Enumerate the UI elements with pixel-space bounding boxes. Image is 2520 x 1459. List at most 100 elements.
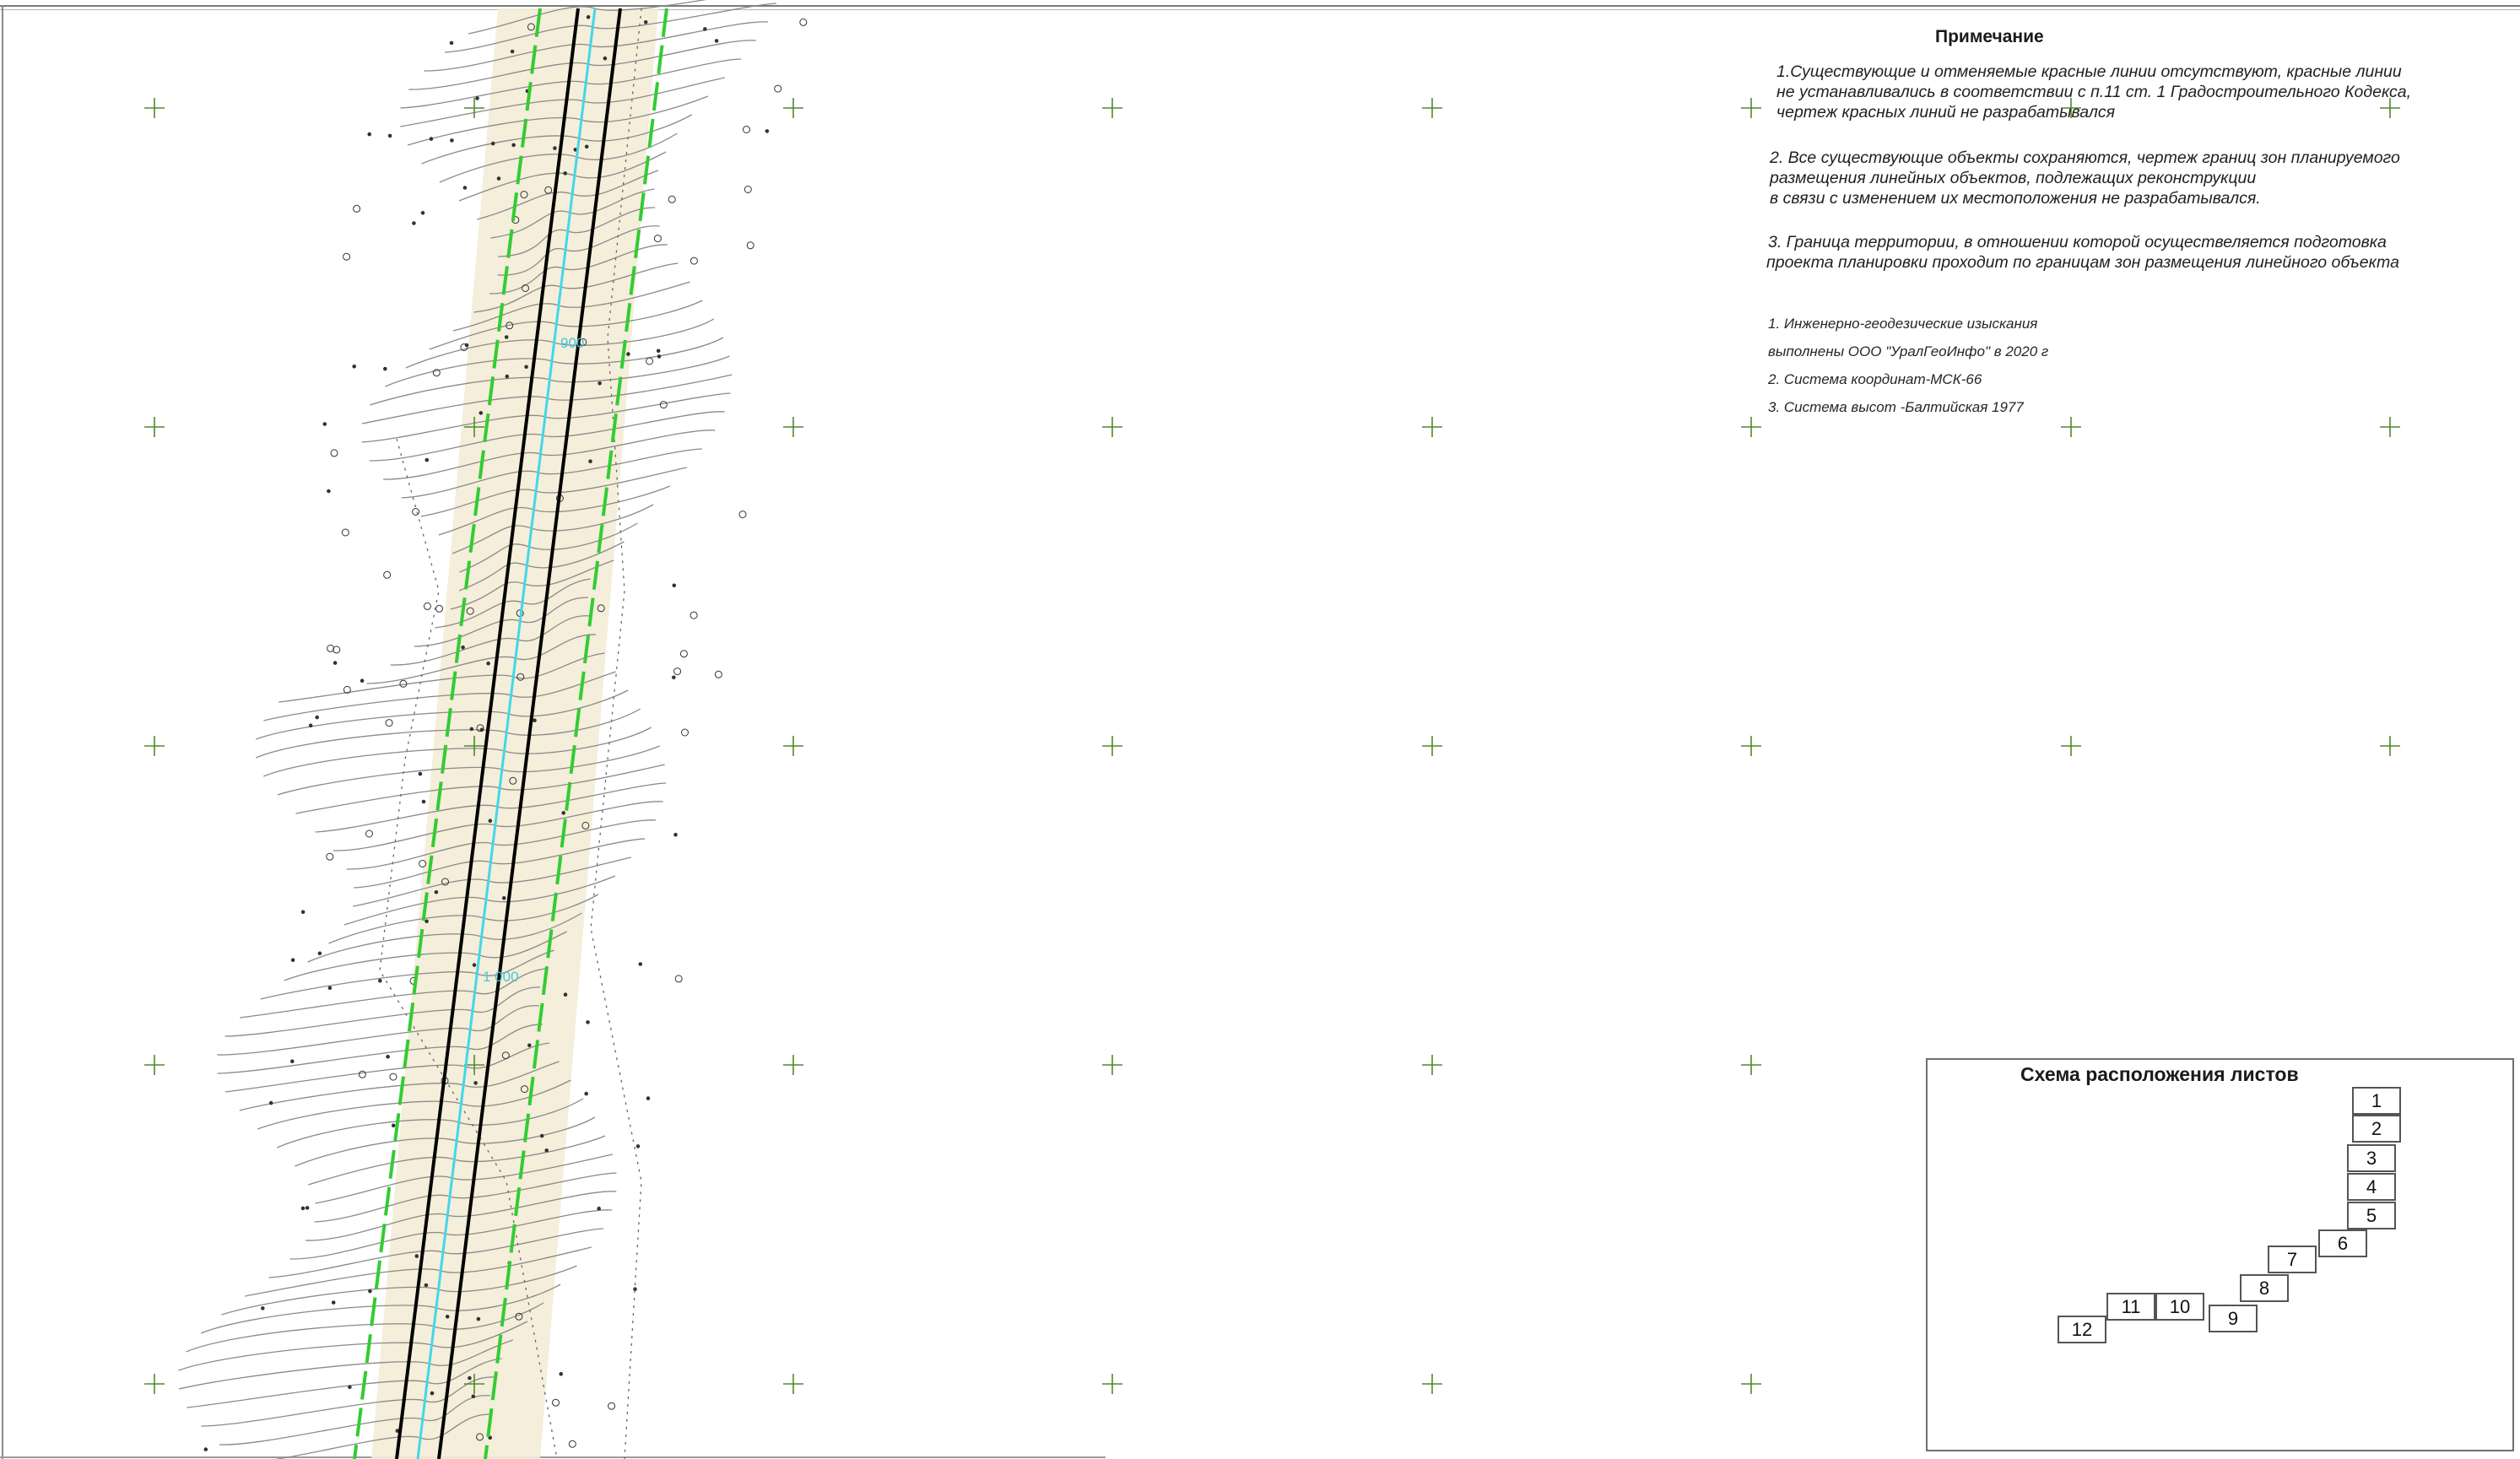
survey-point-104 <box>360 678 365 684</box>
survey-point-140 <box>552 1398 560 1407</box>
survey-point-131 <box>469 727 474 732</box>
contour-line-72 <box>178 1321 528 1371</box>
survey-point-125 <box>435 604 443 613</box>
survey-point-1 <box>524 365 528 370</box>
survey-point-5 <box>626 352 630 356</box>
survey-point-142 <box>515 1312 523 1321</box>
survey-point-95 <box>473 1081 478 1085</box>
survey-point-101 <box>352 365 357 369</box>
survey-point-24 <box>659 401 668 409</box>
survey-point-89 <box>746 241 754 250</box>
survey-point-146 <box>553 146 557 150</box>
survey-point-137 <box>479 727 484 732</box>
contour-line-0 <box>468 0 707 35</box>
contour-line-40 <box>263 727 652 777</box>
grid-cross-29 <box>1741 1055 1761 1075</box>
survey-point-128 <box>399 679 408 688</box>
survey-point-132 <box>539 1133 544 1138</box>
survey-point-96 <box>434 890 439 894</box>
survey-point-105 <box>425 457 430 462</box>
survey-point-40 <box>308 723 313 728</box>
grid-cross-5 <box>1741 98 1761 118</box>
survey-point-71 <box>476 1316 481 1321</box>
survey-point-56 <box>714 670 722 678</box>
survey-point-53 <box>445 1315 450 1319</box>
contour-line-69 <box>221 1265 577 1316</box>
survey-point-159 <box>581 821 590 829</box>
survey-point-7 <box>774 84 782 93</box>
survey-point-82 <box>412 508 420 516</box>
contour-line-50 <box>307 912 582 963</box>
grid-cross-22 <box>2061 736 2081 756</box>
survey-point-34 <box>331 1300 336 1305</box>
survey-point-43 <box>420 211 425 215</box>
survey-point-113 <box>568 1440 576 1448</box>
survey-point-80 <box>668 195 676 203</box>
station-label-1000: 1 000 <box>483 969 519 985</box>
survey-point-50 <box>387 133 392 138</box>
grid-cross-3 <box>1102 98 1122 118</box>
survey-point-98 <box>646 1096 651 1100</box>
survey-point-124 <box>496 176 501 181</box>
survey-point-84 <box>633 1287 637 1291</box>
survey-point-14 <box>765 129 770 133</box>
survey-point-81 <box>603 56 608 61</box>
survey-point-37 <box>300 1206 306 1211</box>
survey-points <box>203 14 808 1451</box>
sheet-cell-11: 11 <box>2106 1293 2155 1321</box>
contour-line-36 <box>278 652 605 703</box>
grid-cross-14 <box>2061 417 2081 437</box>
grid-cross-19 <box>1102 736 1122 756</box>
sheet-layout-title: Схема расположения листов <box>2020 1063 2299 1085</box>
survey-line-2: выполнены ООО "УралГеоИнфо" в 2020 г <box>1768 343 2049 359</box>
survey-point-112 <box>343 252 351 261</box>
survey-point-3 <box>423 602 431 610</box>
grid-cross-21 <box>1741 736 1761 756</box>
survey-point-119 <box>383 366 387 371</box>
survey-point-141 <box>464 343 469 348</box>
contour-line-37 <box>263 671 616 721</box>
survey-point-51 <box>330 449 338 457</box>
survey-point-66 <box>327 986 333 991</box>
survey-point-145 <box>419 860 427 867</box>
axis-center-line <box>416 8 597 1459</box>
grid-cross-25 <box>464 1055 484 1075</box>
dotted-path-left <box>379 438 558 1459</box>
survey-point-13 <box>391 1123 396 1128</box>
grid-cross-9 <box>464 417 484 437</box>
sheet-cell-7: 7 <box>2268 1246 2317 1273</box>
survey-point-79 <box>504 335 509 339</box>
survey-point-136 <box>386 1055 390 1059</box>
survey-point-90 <box>544 1148 549 1153</box>
survey-point-118 <box>563 992 568 997</box>
note-2-line-2: размещения линейных объектов, подлежащих… <box>1770 169 2257 187</box>
contour-line-41 <box>277 745 660 796</box>
survey-point-32 <box>673 667 682 676</box>
contour-line-39 <box>255 708 641 759</box>
contour-line-52 <box>260 949 554 1000</box>
survey-point-130 <box>672 675 676 680</box>
terrain-fill <box>371 8 658 1459</box>
survey-point-139 <box>586 1020 590 1024</box>
survey-point-109 <box>643 20 648 24</box>
survey-point-45 <box>563 171 568 176</box>
grid-cross-32 <box>783 1374 803 1394</box>
zone-boundary-left <box>353 8 542 1459</box>
contour-line-75 <box>201 1376 495 1427</box>
survey-point-114 <box>673 832 678 837</box>
survey-point-108 <box>586 14 591 19</box>
survey-point-135 <box>322 422 327 426</box>
survey-point-17 <box>317 951 322 956</box>
contour-line-71 <box>186 1302 544 1353</box>
survey-point-88 <box>479 411 484 415</box>
survey-point-115 <box>588 459 592 464</box>
survey-point-92 <box>471 1394 476 1399</box>
survey-point-60 <box>327 644 335 652</box>
sheet-cell-8: 8 <box>2240 1274 2289 1302</box>
survey-point-27 <box>510 49 515 54</box>
grid-cross-18 <box>783 736 803 756</box>
survey-point-106 <box>365 829 373 838</box>
grid-cross-28 <box>1422 1055 1442 1075</box>
survey-point-73 <box>689 611 698 619</box>
